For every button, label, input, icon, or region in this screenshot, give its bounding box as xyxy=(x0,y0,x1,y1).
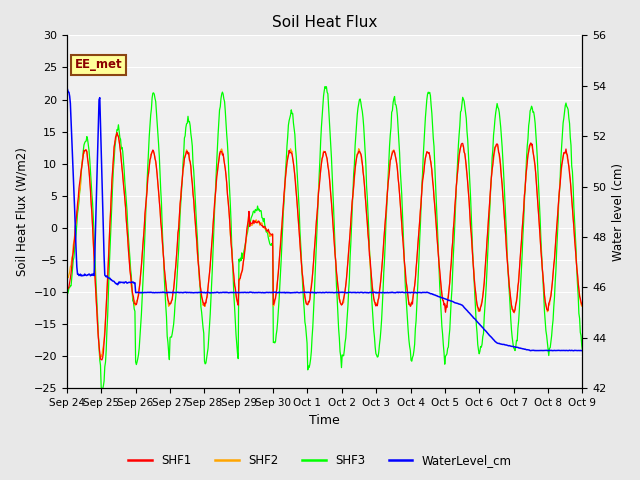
X-axis label: Time: Time xyxy=(309,414,340,427)
Legend: SHF1, SHF2, SHF3, WaterLevel_cm: SHF1, SHF2, SHF3, WaterLevel_cm xyxy=(124,449,516,472)
Text: EE_met: EE_met xyxy=(74,58,122,71)
Y-axis label: Water level (cm): Water level (cm) xyxy=(612,163,625,261)
Title: Soil Heat Flux: Soil Heat Flux xyxy=(272,15,378,30)
Y-axis label: Soil Heat Flux (W/m2): Soil Heat Flux (W/m2) xyxy=(15,147,28,276)
